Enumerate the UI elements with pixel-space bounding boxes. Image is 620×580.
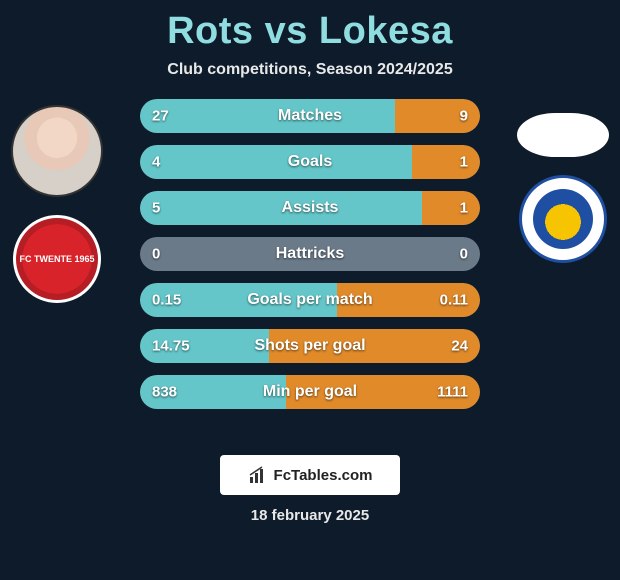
stat-value-left: 4 <box>152 154 160 171</box>
stat-row: 14.75 24 Shots per goal <box>140 329 480 363</box>
stat-row: 5 1 Assists <box>140 191 480 225</box>
stat-row: 0.15 0.11 Goals per match <box>140 283 480 317</box>
stat-bar-right <box>412 145 480 179</box>
stat-value-left: 14.75 <box>152 338 190 355</box>
stat-bar-left <box>140 145 412 179</box>
stat-value-right: 1 <box>460 200 468 217</box>
stat-row: 838 1111 Min per goal <box>140 375 480 409</box>
stat-value-left: 27 <box>152 108 169 125</box>
stat-label: Goals <box>288 153 332 171</box>
stat-label: Shots per goal <box>254 337 365 355</box>
stat-row: 4 1 Goals <box>140 145 480 179</box>
stat-value-right: 1111 <box>437 384 468 401</box>
stat-value-left: 5 <box>152 200 160 217</box>
stat-row: 27 9 Matches <box>140 99 480 133</box>
comparison-panel: FC TWENTE 1965 27 9 Matches 4 1 Goals 5 1 Assist… <box>0 99 620 439</box>
stat-bar-right <box>422 191 480 225</box>
stat-bar-left <box>140 99 395 133</box>
left-club-label: FC TWENTE 1965 <box>19 254 94 264</box>
right-club-logo-inner <box>533 189 593 249</box>
brand-text: FcTables.com <box>274 467 373 484</box>
stat-value-right: 9 <box>460 108 468 125</box>
stat-label: Min per goal <box>263 383 357 401</box>
stat-value-right: 24 <box>451 338 468 355</box>
stat-value-right: 1 <box>460 154 468 171</box>
right-player-column <box>508 99 618 263</box>
brand-badge: FcTables.com <box>220 455 400 495</box>
stat-label: Matches <box>278 107 342 125</box>
date-label: 18 february 2025 <box>0 507 620 524</box>
left-player-column: FC TWENTE 1965 <box>2 99 112 303</box>
stat-bars: 27 9 Matches 4 1 Goals 5 1 Assists 0 0 Hattricks 0.1… <box>140 99 480 421</box>
stat-label: Goals per match <box>247 291 372 309</box>
stat-row: 0 0 Hattricks <box>140 237 480 271</box>
stat-label: Hattricks <box>276 245 344 263</box>
stat-label: Assists <box>282 199 339 217</box>
stat-value-right: 0.11 <box>440 292 468 309</box>
stat-value-left: 838 <box>152 384 177 401</box>
page-title: Rots vs Lokesa <box>0 0 620 53</box>
right-player-avatar <box>517 113 609 157</box>
stat-value-left: 0.15 <box>152 292 181 309</box>
stat-value-right: 0 <box>460 246 468 263</box>
left-player-avatar <box>11 105 103 197</box>
right-club-logo <box>519 175 607 263</box>
brand-icon <box>248 465 268 485</box>
subtitle: Club competitions, Season 2024/2025 <box>0 61 620 79</box>
left-club-logo: FC TWENTE 1965 <box>13 215 101 303</box>
stat-value-left: 0 <box>152 246 160 263</box>
